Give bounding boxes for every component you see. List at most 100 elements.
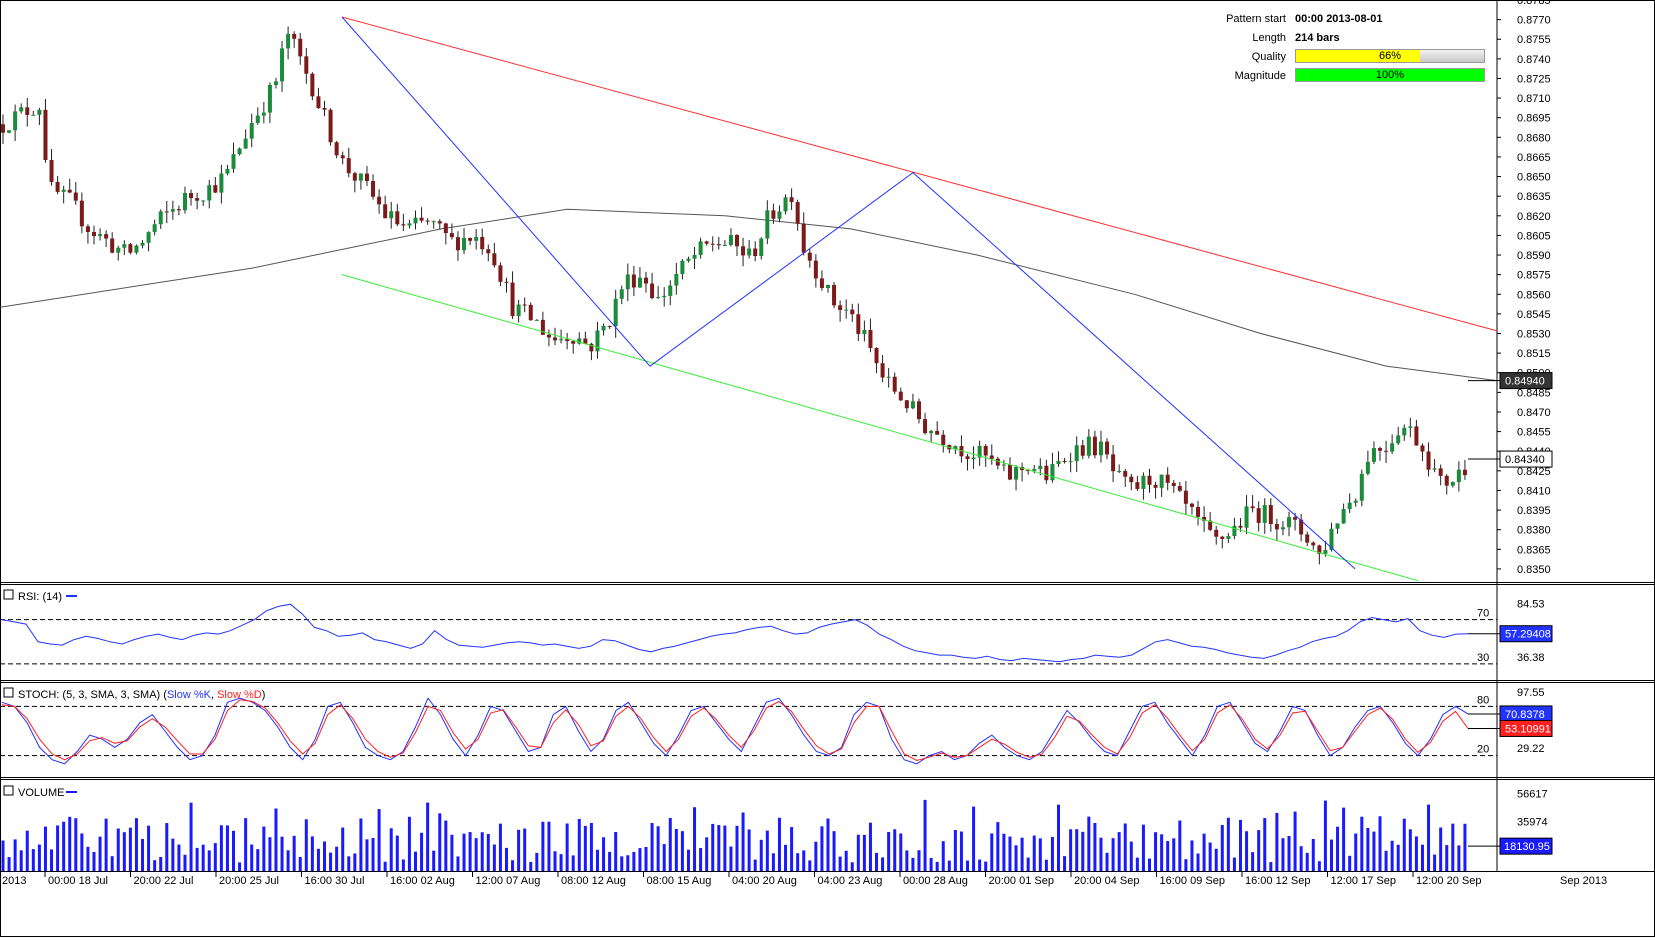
candle-body bbox=[1080, 445, 1085, 456]
level-label: 20 bbox=[1477, 744, 1489, 756]
candle-body bbox=[637, 277, 642, 288]
candle-body bbox=[1329, 528, 1334, 550]
volume-bar bbox=[1408, 829, 1412, 871]
candle-body bbox=[625, 274, 630, 290]
candle-body bbox=[1056, 461, 1061, 465]
candle-body bbox=[977, 445, 982, 458]
candle-body bbox=[425, 220, 430, 222]
volume-bar bbox=[862, 834, 866, 871]
volume-bar bbox=[50, 849, 54, 871]
candle-body bbox=[692, 254, 697, 259]
candle-body bbox=[1092, 436, 1097, 456]
candle-body bbox=[1402, 427, 1407, 436]
candle-body bbox=[383, 204, 388, 219]
support-line bbox=[341, 274, 1419, 582]
time-axis-label: 00:00 28 Aug bbox=[903, 875, 968, 887]
volume-bar bbox=[201, 844, 205, 871]
pattern-start-label: Pattern start bbox=[1226, 13, 1286, 25]
candle-body bbox=[1408, 426, 1413, 428]
volume-tick-label: 56617 bbox=[1517, 788, 1548, 800]
time-axis-label: 08:00 15 Aug bbox=[647, 875, 712, 887]
candle-body bbox=[1189, 503, 1194, 507]
time-axis-label: 04:00 20 Aug bbox=[732, 875, 797, 887]
volume-bar bbox=[323, 841, 327, 871]
volume-bar bbox=[195, 847, 199, 871]
volume-bar bbox=[1081, 831, 1085, 871]
volume-bar bbox=[62, 821, 66, 871]
volume-bar bbox=[614, 832, 618, 871]
volume-bar bbox=[444, 820, 448, 871]
candle-body bbox=[522, 304, 527, 306]
candle-body bbox=[225, 168, 230, 174]
candle-body bbox=[1032, 469, 1037, 471]
volume-bar bbox=[1117, 832, 1121, 871]
candle-body bbox=[844, 309, 849, 311]
volume-bar bbox=[899, 833, 903, 871]
candle-body bbox=[1062, 461, 1067, 463]
candle-body bbox=[1450, 482, 1455, 486]
quality-label: Quality bbox=[1251, 51, 1286, 63]
candle-body bbox=[255, 115, 260, 123]
volume-bar bbox=[116, 828, 120, 871]
candle-body bbox=[880, 363, 885, 378]
volume-bar bbox=[747, 829, 751, 871]
candle-body bbox=[134, 245, 139, 253]
candle-body bbox=[19, 107, 24, 112]
candle-body bbox=[1287, 517, 1292, 528]
volume-bar bbox=[68, 816, 72, 871]
volume-bar bbox=[1299, 846, 1303, 871]
candle-body bbox=[801, 223, 806, 253]
volume-bar bbox=[535, 852, 539, 871]
candle-body bbox=[819, 278, 824, 289]
volume-bar bbox=[128, 827, 132, 871]
candle-body bbox=[1044, 465, 1049, 481]
candle-body bbox=[1105, 441, 1110, 455]
volume-bar bbox=[462, 833, 466, 871]
candle-body bbox=[61, 189, 66, 192]
candle-body bbox=[1384, 450, 1389, 452]
pattern-info-panel: Pattern start 00:00 2013-08-01 Length 21… bbox=[1225, 8, 1495, 84]
volume-bar bbox=[1293, 811, 1297, 871]
quality-value: 66% bbox=[1378, 50, 1402, 62]
candle-body bbox=[1274, 524, 1279, 530]
volume-bar bbox=[1105, 852, 1109, 871]
volume-bar bbox=[1032, 835, 1036, 871]
volume-bar bbox=[1214, 848, 1218, 871]
volume-bar bbox=[147, 825, 151, 871]
volume-bar bbox=[1147, 858, 1151, 871]
volume-bar bbox=[589, 822, 593, 871]
candle-body bbox=[516, 304, 521, 317]
candle-body bbox=[1426, 451, 1431, 470]
candle-body bbox=[856, 314, 861, 334]
volume-bar bbox=[134, 818, 138, 871]
candle-body bbox=[152, 224, 157, 233]
candle-body bbox=[249, 122, 254, 139]
volume-bar bbox=[583, 825, 587, 871]
candle-body bbox=[316, 96, 321, 109]
volume-bar bbox=[966, 860, 970, 871]
candle-body bbox=[437, 221, 442, 224]
candle-body bbox=[783, 197, 788, 212]
volume-bar bbox=[7, 857, 11, 871]
volume-tick-label: 35974 bbox=[1517, 817, 1548, 829]
volume-bar bbox=[1038, 838, 1042, 871]
volume-bar bbox=[1172, 838, 1176, 871]
candle-body bbox=[595, 330, 600, 352]
volume-bar bbox=[826, 818, 830, 871]
candle-body bbox=[1068, 461, 1073, 463]
candle-body bbox=[832, 285, 837, 306]
magnitude-value: 100% bbox=[1375, 69, 1405, 81]
magnitude-bar-fill bbox=[1296, 69, 1484, 81]
candle-body bbox=[480, 236, 485, 250]
candle-body bbox=[1196, 506, 1201, 517]
candle-body bbox=[504, 281, 509, 283]
volume-bar bbox=[1402, 818, 1406, 871]
price-tick-label: 0.8530 bbox=[1517, 329, 1551, 341]
volume-bar bbox=[680, 831, 684, 871]
time-axis-label: 00:00 18 Jul bbox=[48, 875, 108, 887]
price-tick-label: 0.8545 bbox=[1517, 309, 1551, 321]
price-tick-label: 0.8680 bbox=[1517, 132, 1551, 144]
candle-body bbox=[698, 241, 703, 255]
candle-body bbox=[219, 173, 224, 193]
volume-bar bbox=[474, 838, 478, 871]
